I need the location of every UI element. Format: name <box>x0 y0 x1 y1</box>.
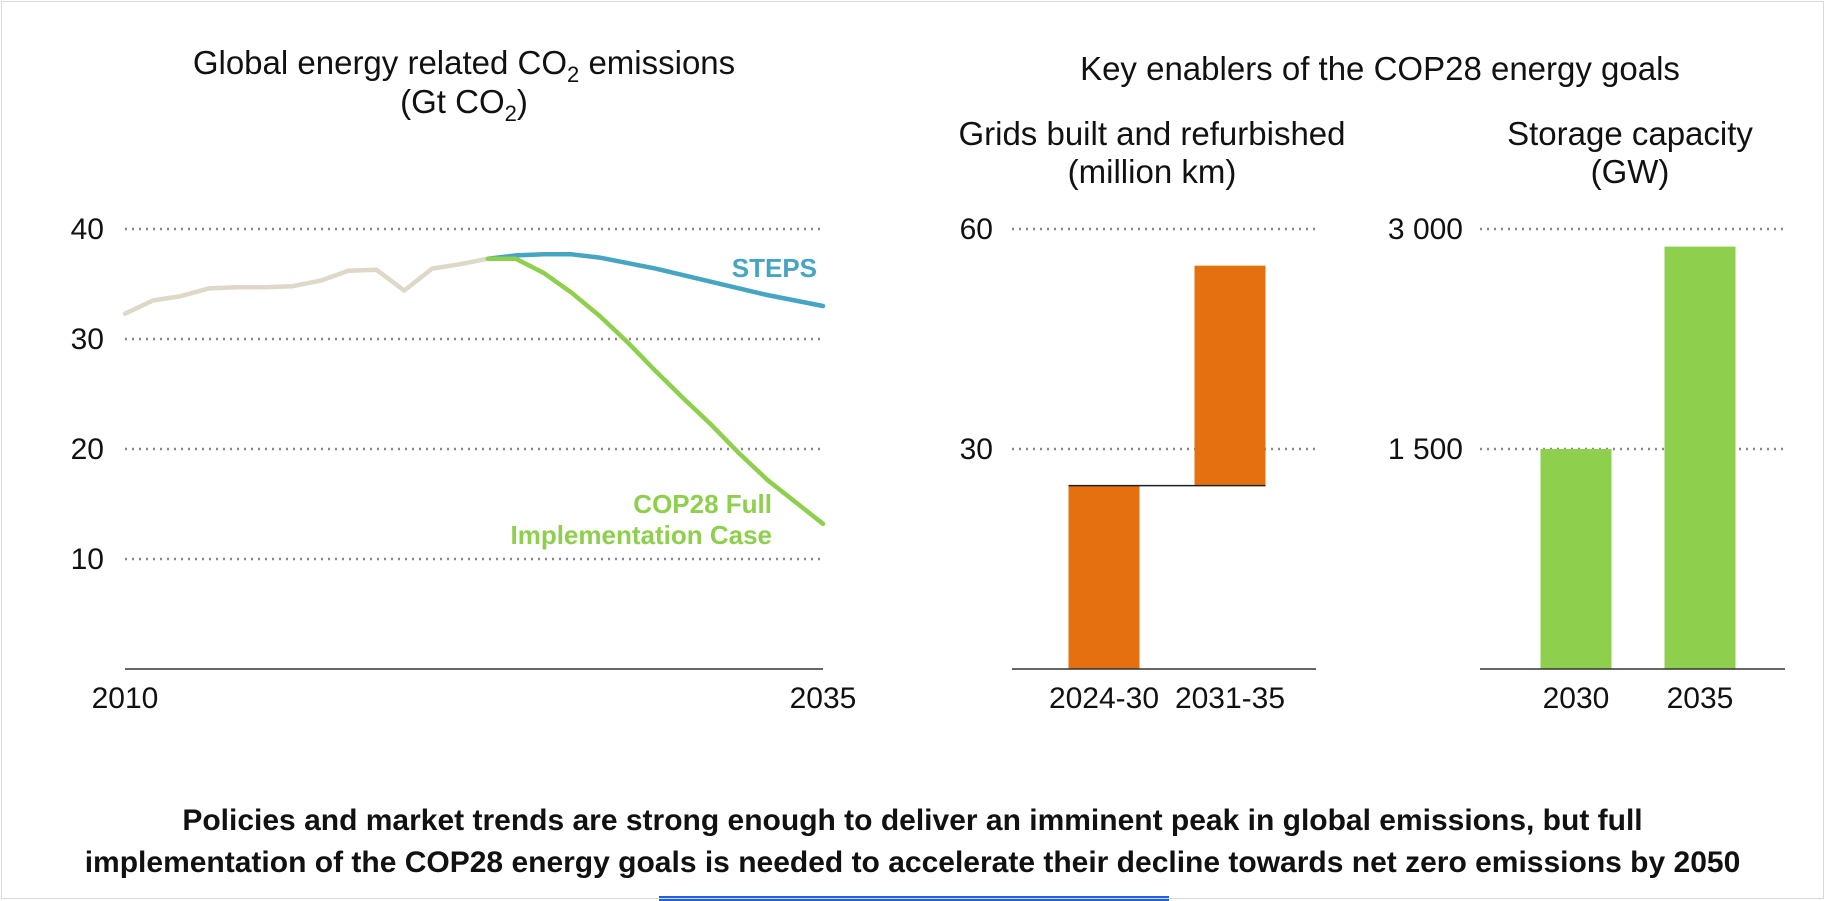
storage-y-tick-label-1500: 1 500 <box>1388 433 1463 466</box>
bottom-accent-bar <box>659 896 1169 901</box>
series-line-steps <box>485 252 826 309</box>
storage-bar-2030 <box>1540 449 1612 669</box>
series-label-cop28-line-1: COP28 Full <box>633 489 772 519</box>
figure-caption: Policies and market trends are strong en… <box>0 800 1825 884</box>
grids-chart-title: Grids built and refurbished <box>958 115 1345 152</box>
storage-x-tick-label-2030: 2030 <box>1543 682 1610 715</box>
y-tick-label-30: 30 <box>71 323 104 356</box>
x-tick-label-end: 2035 <box>790 682 857 715</box>
series-label-steps: STEPS <box>732 253 817 283</box>
series-line-historical <box>122 256 491 316</box>
grids-x-tick-label-2031-35: 2031-35 <box>1175 682 1285 715</box>
storage-x-tick-label-2035: 2035 <box>1667 682 1734 715</box>
y-tick-label-20: 20 <box>71 433 104 466</box>
storage-bar-chart: 1 500 3 000 2030 2035 <box>1388 213 1785 715</box>
grids-chart-unit: (million km) <box>1068 153 1237 190</box>
storage-bar-2035 <box>1664 246 1736 669</box>
enablers-group-title: Key enablers of the COP28 energy goals <box>1080 50 1680 87</box>
emissions-chart-title: Global energy related CO2 emissions <box>193 44 735 87</box>
grids-y-tick-label-30: 30 <box>960 433 993 466</box>
y-tick-label-40: 40 <box>71 213 104 246</box>
caption-line-2: implementation of the COP28 energy goals… <box>84 846 1741 879</box>
grids-bar-2024-30 <box>1068 485 1140 669</box>
grids-bar-chart: 30 60 2024-30 2031-35 <box>960 213 1316 715</box>
storage-y-tick-label-3000: 3 000 <box>1388 213 1463 246</box>
storage-chart-title: Storage capacity <box>1507 115 1753 152</box>
y-tick-label-10: 10 <box>71 543 104 576</box>
series-line-cop28 <box>485 256 826 527</box>
emissions-chart-unit: (Gt CO2) <box>400 83 528 126</box>
grids-bar-2031-35 <box>1194 265 1266 486</box>
x-tick-label-start: 2010 <box>92 682 159 715</box>
grids-y-tick-label-60: 60 <box>960 213 993 246</box>
storage-chart-unit: (GW) <box>1591 153 1670 190</box>
grids-x-tick-label-2024-30: 2024-30 <box>1049 682 1159 715</box>
series-label-cop28-line-2: Implementation Case <box>510 520 772 550</box>
emissions-line-chart: 10 20 30 40 2010 2035 STEPS COP28 FullImplement… <box>71 213 857 715</box>
caption-line-1: Policies and market trends are strong en… <box>182 804 1643 837</box>
